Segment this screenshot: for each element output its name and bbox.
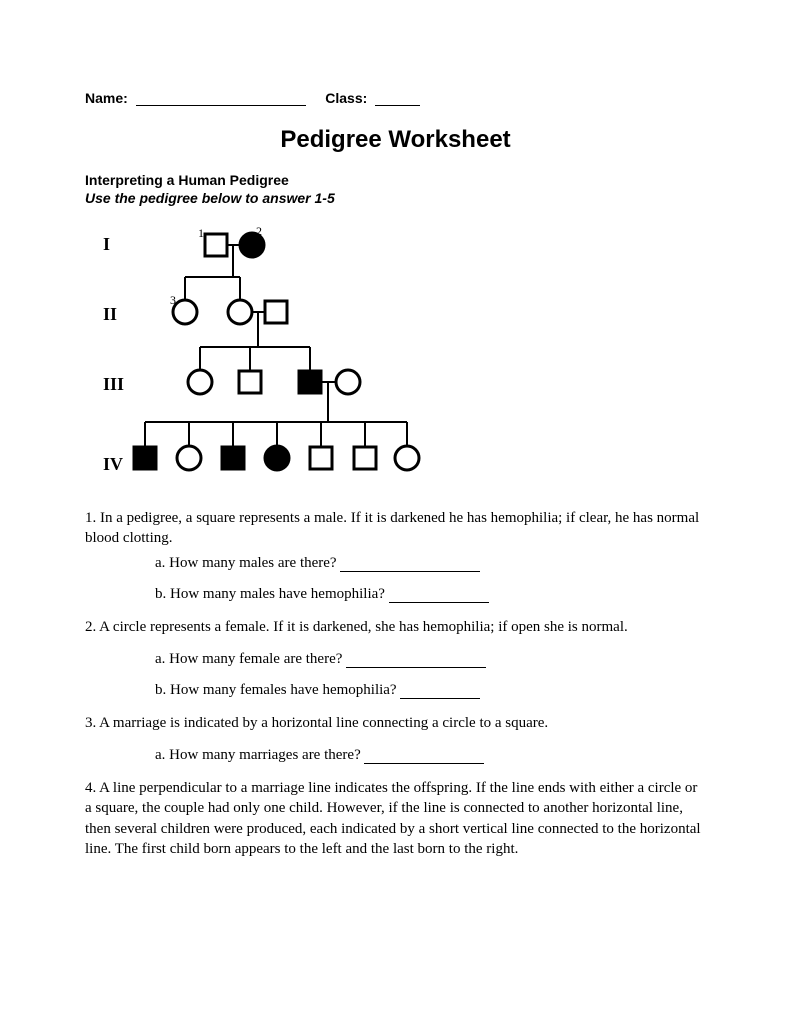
pedigree-circle	[265, 446, 289, 470]
pedigree-square	[299, 371, 321, 393]
pedigree-square	[222, 447, 244, 469]
q2a-blank[interactable]	[346, 653, 486, 668]
q3-text: 3. A marriage is indicated by a horizont…	[85, 713, 706, 733]
q1b-label: b. How many males have hemophilia?	[155, 586, 385, 602]
row-label-2: II	[103, 304, 117, 324]
q1-text: 1. In a pedigree, a square represents a …	[85, 508, 706, 549]
q3a-label: a. How many marriages are there?	[155, 747, 361, 763]
pedigree-chart: I II III IV 1 2 3	[85, 222, 425, 502]
pedigree-square	[265, 301, 287, 323]
pedigree-circle	[173, 300, 197, 324]
q2a-label: a. How many female are there?	[155, 651, 342, 667]
pedigree-square	[205, 234, 227, 256]
q2b-blank[interactable]	[400, 684, 480, 699]
class-label: Class:	[325, 90, 367, 106]
q2b-label: b. How many females have hemophilia?	[155, 682, 397, 698]
subheading: Interpreting a Human Pedigree	[85, 172, 706, 188]
node-label-1: 1	[198, 226, 204, 240]
row-label-1: I	[103, 234, 110, 254]
q1a-blank[interactable]	[340, 556, 480, 571]
pedigree-square	[239, 371, 261, 393]
class-blank[interactable]	[375, 105, 420, 106]
q3a: a. How many marriages are there?	[155, 747, 706, 764]
pedigree-circle	[177, 446, 201, 470]
pedigree-square	[354, 447, 376, 469]
node-label-3: 3	[170, 293, 176, 307]
q2b: b. How many females have hemophilia?	[155, 682, 706, 699]
node-label-2: 2	[256, 224, 262, 238]
q1a-label: a. How many males are there?	[155, 555, 337, 571]
name-blank[interactable]	[136, 105, 306, 106]
row-label-4: IV	[103, 454, 123, 474]
name-label: Name:	[85, 90, 128, 106]
worksheet-page: Name: Class: Pedigree Worksheet Interpre…	[0, 0, 791, 1024]
q3a-blank[interactable]	[364, 749, 484, 764]
instruction: Use the pedigree below to answer 1-5	[85, 190, 706, 206]
q2a: a. How many female are there?	[155, 651, 706, 668]
pedigree-square	[310, 447, 332, 469]
header-line: Name: Class:	[85, 90, 706, 106]
q1a: a. How many males are there?	[155, 555, 706, 572]
q1b: b. How many males have hemophilia?	[155, 586, 706, 603]
pedigree-circle	[336, 370, 360, 394]
pedigree-circle	[188, 370, 212, 394]
pedigree-circle	[395, 446, 419, 470]
q1b-blank[interactable]	[389, 587, 489, 602]
page-title: Pedigree Worksheet	[85, 126, 706, 154]
pedigree-circle	[228, 300, 252, 324]
row-label-3: III	[103, 374, 124, 394]
q2-text: 2. A circle represents a female. If it i…	[85, 617, 706, 637]
pedigree-square	[134, 447, 156, 469]
q4-text: 4. A line perpendicular to a marriage li…	[85, 778, 706, 859]
